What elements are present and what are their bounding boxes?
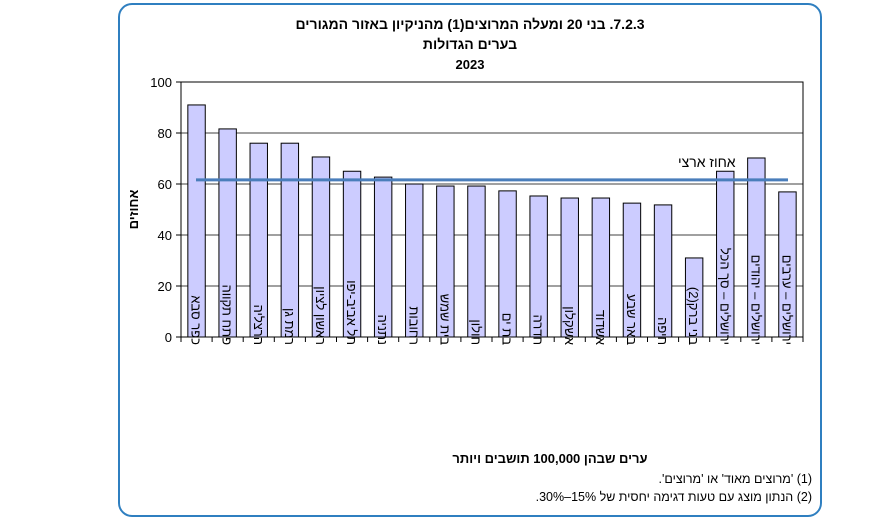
y-axis-label: אחוזים: [126, 190, 141, 230]
bar: [280, 142, 300, 338]
x-axis-label: ערים שבהן 100,000 תושבים ויותר: [452, 451, 648, 466]
x-tick-label: חולון: [468, 319, 483, 345]
chart-title: 7.2.3. בני 20 ומעלה המרוצים(1) מהניקיון …: [295, 16, 645, 32]
bar: [684, 257, 704, 338]
bar: [187, 104, 206, 338]
bar: [529, 195, 548, 338]
footnote-2: (2) הנתון מוצג עם טעות דגימה יחסית של 15…: [535, 490, 812, 504]
bar: [716, 170, 735, 338]
plot-area: [180, 81, 804, 338]
x-tick-label: נתניה: [375, 315, 390, 345]
bar: [560, 197, 579, 338]
y-tick-label: 20: [158, 279, 172, 294]
x-tick-label: באר שבע: [624, 294, 639, 345]
bar: [622, 202, 642, 338]
bar: [405, 183, 424, 338]
x-tick-label: פתח תקווה: [220, 285, 235, 346]
bar: [498, 190, 517, 338]
x-tick-label: חיפה: [655, 317, 670, 345]
x-tick-label: ירושלים – סך הכל: [717, 248, 732, 345]
bar: [342, 170, 362, 338]
y-tick-label: 40: [158, 228, 172, 243]
bar: [467, 185, 486, 338]
y-tick-label: 80: [158, 126, 172, 141]
x-tick-label: בני ברק(2): [686, 287, 701, 345]
bar: [747, 157, 766, 338]
x-tick-label: תל אביב-יפו: [344, 280, 359, 345]
x-tick-label: אשדוד: [593, 310, 608, 345]
chart-subtitle: בערים הגדולות: [422, 36, 518, 52]
x-tick-label: ירושלים – ערבים: [779, 255, 794, 345]
bar: [591, 197, 611, 338]
footnote-1: (1) 'מרוצים מאוד' או 'מרוצים'.: [658, 472, 812, 486]
chart-year: 2023: [455, 57, 485, 72]
chart-frame: [118, 3, 822, 517]
x-tick-label: חדרה: [531, 314, 546, 345]
bar: [653, 204, 673, 338]
y-tick-label: 100: [150, 75, 172, 90]
bar: [249, 142, 268, 338]
x-tick-label: כפר סבא: [189, 295, 204, 345]
bar: [373, 176, 393, 338]
x-tick-label: ראשון לציון: [313, 286, 328, 345]
x-tick-label: הרצליה: [251, 304, 266, 345]
national-average-label: אחוז ארצי: [678, 154, 736, 170]
x-tick-label: ירושלים – יהודים: [748, 255, 763, 345]
bar: [778, 191, 797, 338]
x-tick-label: רחובות: [406, 306, 421, 345]
x-tick-label: אשקלון: [562, 306, 577, 345]
bar: [436, 185, 455, 338]
x-tick-label: בת ים: [500, 313, 515, 346]
bar: [311, 156, 331, 338]
x-tick-label: בית שמש: [437, 294, 452, 345]
x-tick-label: רמת גן: [282, 308, 297, 345]
y-tick-label: 0: [165, 330, 172, 345]
y-tick-label: 60: [158, 177, 172, 192]
